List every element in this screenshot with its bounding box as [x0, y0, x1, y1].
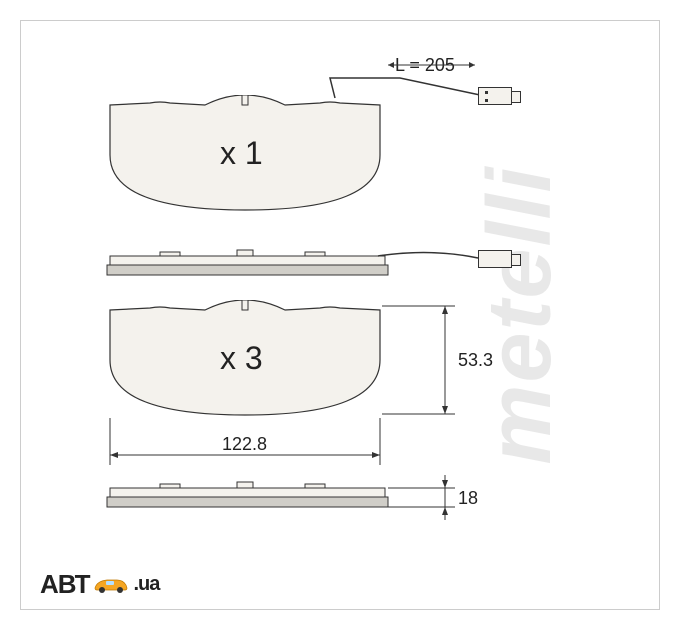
- bottom-pad-side: [105, 480, 405, 520]
- wire-length-label: L = 205: [395, 55, 455, 76]
- dim-width-label: 122.8: [222, 434, 267, 455]
- site-logo: АВТ .ua: [40, 569, 159, 600]
- bottom-pad-qty-label: x 3: [220, 340, 263, 377]
- dim-height-label: 53.3: [458, 350, 493, 371]
- top-pad-side: [105, 248, 405, 288]
- sensor-connector-top: [478, 87, 512, 105]
- logo-prefix: АВТ: [40, 569, 89, 600]
- top-pad-qty-label: x 1: [220, 135, 263, 172]
- diagram-canvas: metelli L = 205 x 1: [0, 0, 680, 630]
- sensor-connector-side: [478, 250, 512, 268]
- logo-suffix: .ua: [133, 573, 159, 596]
- logo-car-icon: [93, 575, 129, 595]
- dim-thickness-label: 18: [458, 488, 478, 509]
